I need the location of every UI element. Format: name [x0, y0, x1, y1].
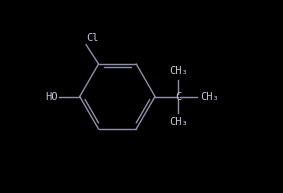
- Text: CH₃: CH₃: [200, 91, 219, 102]
- Text: C: C: [175, 91, 181, 102]
- Text: HO: HO: [45, 91, 57, 102]
- Text: CH₃: CH₃: [169, 66, 188, 76]
- Text: Cl: Cl: [86, 33, 98, 43]
- Text: CH₃: CH₃: [169, 117, 188, 127]
